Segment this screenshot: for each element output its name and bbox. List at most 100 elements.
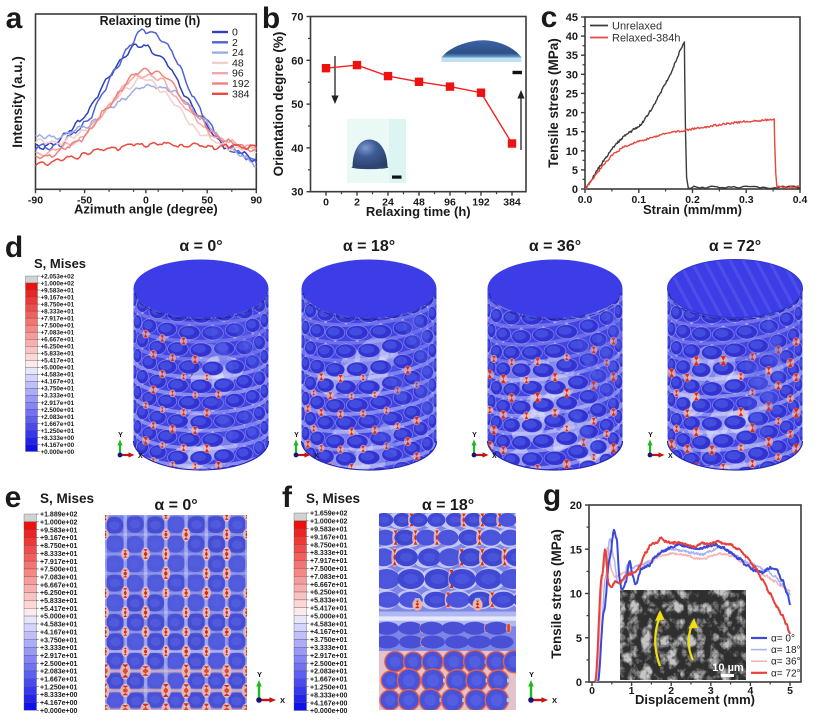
svg-text:+3.333e+01: +3.333e+01 — [40, 645, 77, 652]
svg-text:Y: Y — [472, 432, 477, 439]
svg-text:f: f — [282, 481, 293, 514]
svg-text:+3.333e+01: +3.333e+01 — [310, 645, 347, 652]
svg-text:Tensile stress (MPa): Tensile stress (MPa) — [549, 529, 564, 659]
svg-text:+0.000e+00: +0.000e+00 — [41, 449, 75, 456]
svg-text:24: 24 — [232, 47, 244, 59]
svg-text:+7.917e+01: +7.917e+01 — [310, 558, 347, 565]
svg-text:+4.167e+01: +4.167e+01 — [41, 379, 75, 386]
svg-text:+8.750e+01: +8.750e+01 — [41, 301, 75, 308]
svg-text:+1.889e+02: +1.889e+02 — [40, 512, 77, 519]
svg-text:5: 5 — [787, 685, 793, 697]
svg-text:0.1: 0.1 — [631, 194, 646, 206]
svg-text:X: X — [138, 453, 143, 460]
svg-text:Tensile stress (MPa): Tensile stress (MPa) — [546, 38, 561, 168]
svg-text:α = 36°: α = 36° — [529, 238, 581, 255]
svg-text:20: 20 — [566, 108, 578, 120]
svg-text:+4.583e+01: +4.583e+01 — [41, 372, 75, 379]
svg-text:Displacement (mm): Displacement (mm) — [635, 692, 755, 707]
svg-text:+8.750e+01: +8.750e+01 — [310, 542, 347, 549]
svg-text:96: 96 — [444, 197, 456, 209]
svg-text:+5.000e+01: +5.000e+01 — [41, 365, 75, 372]
svg-text:Relaxing time (h): Relaxing time (h) — [100, 14, 201, 28]
svg-text:48: 48 — [413, 197, 425, 209]
svg-text:X: X — [492, 453, 497, 460]
svg-text:50: 50 — [201, 194, 213, 206]
svg-text:+8.333e+00: +8.333e+00 — [40, 692, 77, 699]
svg-text:0: 0 — [589, 685, 595, 697]
svg-text:40: 40 — [291, 143, 303, 155]
svg-text:192: 192 — [472, 197, 490, 209]
svg-text:+5.833e+01: +5.833e+01 — [310, 598, 347, 605]
svg-text:+7.500e+01: +7.500e+01 — [41, 323, 75, 330]
svg-text:+1.667e+01: +1.667e+01 — [41, 421, 75, 428]
svg-text:e: e — [5, 481, 22, 514]
svg-text:4: 4 — [747, 685, 753, 697]
svg-text:30: 30 — [566, 69, 578, 81]
svg-text:+2.083e+01: +2.083e+01 — [310, 669, 347, 676]
svg-text:384: 384 — [232, 88, 250, 100]
svg-text:+7.083e+01: +7.083e+01 — [41, 330, 75, 337]
svg-text:+1.000e+02: +1.000e+02 — [41, 280, 75, 287]
svg-text:0.2: 0.2 — [685, 194, 700, 206]
svg-text:+2.500e+01: +2.500e+01 — [41, 407, 75, 414]
svg-text:c: c — [541, 1, 558, 34]
svg-text:+8.333e+00: +8.333e+00 — [310, 692, 347, 699]
svg-text:3: 3 — [708, 685, 714, 697]
svg-text:5: 5 — [572, 165, 578, 177]
svg-text:+4.583e+01: +4.583e+01 — [310, 621, 347, 628]
svg-text:α= 18°: α= 18° — [771, 645, 801, 656]
svg-text:+8.333e+01: +8.333e+01 — [41, 308, 75, 315]
svg-text:+5.000e+01: +5.000e+01 — [310, 613, 347, 620]
svg-text:+9.167e+01: +9.167e+01 — [41, 294, 75, 301]
svg-text:1: 1 — [629, 685, 635, 697]
svg-text:α = 18°: α = 18° — [422, 497, 474, 514]
svg-text:0: 0 — [143, 194, 149, 206]
svg-text:a: a — [6, 2, 23, 35]
svg-text:2: 2 — [354, 197, 360, 209]
svg-text:+6.667e+01: +6.667e+01 — [310, 582, 347, 589]
svg-text:+2.500e+01: +2.500e+01 — [40, 661, 77, 668]
svg-text:+2.917e+01: +2.917e+01 — [40, 653, 77, 660]
svg-text:α = 0°: α = 0° — [179, 238, 222, 255]
svg-text:Y: Y — [294, 432, 299, 439]
svg-text:+1.250e+01: +1.250e+01 — [40, 684, 77, 691]
svg-text:-50: -50 — [77, 194, 92, 206]
svg-text:+8.333e+01: +8.333e+01 — [310, 550, 347, 557]
svg-text:5: 5 — [576, 633, 582, 645]
svg-text:96: 96 — [232, 68, 244, 80]
svg-text:α= 72°: α= 72° — [771, 668, 801, 679]
svg-text:+8.750e+01: +8.750e+01 — [40, 543, 77, 550]
svg-text:90: 90 — [250, 194, 262, 206]
svg-text:0: 0 — [232, 27, 238, 39]
svg-text:+6.250e+01: +6.250e+01 — [310, 590, 347, 597]
svg-text:+5.417e+01: +5.417e+01 — [310, 605, 347, 612]
svg-text:0.3: 0.3 — [739, 194, 754, 206]
svg-text:0: 0 — [572, 184, 578, 196]
svg-text:S, Mises: S, Mises — [34, 256, 86, 271]
svg-text:0: 0 — [323, 197, 329, 209]
svg-text:+6.667e+01: +6.667e+01 — [41, 337, 75, 344]
svg-text:X: X — [314, 453, 319, 460]
svg-text:45: 45 — [566, 12, 578, 24]
svg-text:+4.167e+00: +4.167e+00 — [40, 700, 77, 707]
svg-text:+5.833e+01: +5.833e+01 — [40, 598, 77, 605]
svg-text:2: 2 — [232, 37, 238, 49]
svg-text:+2.083e+01: +2.083e+01 — [40, 669, 77, 676]
svg-text:S, Mises: S, Mises — [40, 491, 94, 506]
svg-text:+4.167e+00: +4.167e+00 — [41, 442, 75, 449]
svg-text:+1.659e+02: +1.659e+02 — [310, 511, 347, 518]
svg-text:2: 2 — [668, 685, 674, 697]
svg-text:Strain (mm/mm): Strain (mm/mm) — [643, 202, 742, 217]
svg-text:+3.333e+01: +3.333e+01 — [41, 393, 75, 400]
svg-text:α= 0°: α= 0° — [771, 634, 795, 645]
svg-text:70: 70 — [291, 12, 303, 24]
svg-text:+6.667e+01: +6.667e+01 — [40, 582, 77, 589]
svg-text:-90: -90 — [28, 194, 43, 206]
svg-text:192: 192 — [232, 78, 250, 90]
svg-text:α= 36°: α= 36° — [771, 657, 801, 668]
svg-text:15: 15 — [570, 544, 582, 556]
svg-text:+7.083e+01: +7.083e+01 — [40, 574, 77, 581]
svg-text:25: 25 — [566, 88, 578, 100]
svg-text:+1.667e+01: +1.667e+01 — [310, 677, 347, 684]
svg-text:15: 15 — [566, 127, 578, 139]
